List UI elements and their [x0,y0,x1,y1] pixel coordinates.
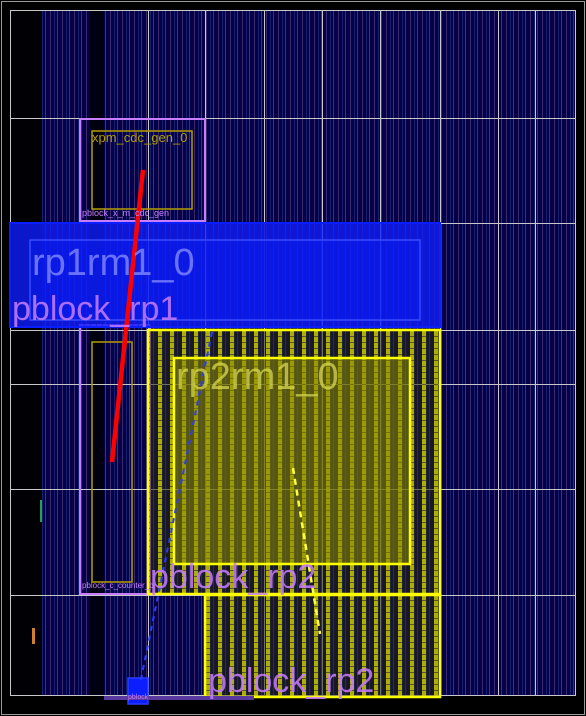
small-pblock[interactable] [128,678,148,704]
cell-rp1rm1[interactable] [30,240,420,320]
pblock-rp2-upper[interactable] [148,330,440,594]
pblock-rp1[interactable] [10,223,440,327]
pblock-rp2-lower[interactable] [205,595,440,697]
cell-rp2rm1[interactable] [174,358,410,564]
